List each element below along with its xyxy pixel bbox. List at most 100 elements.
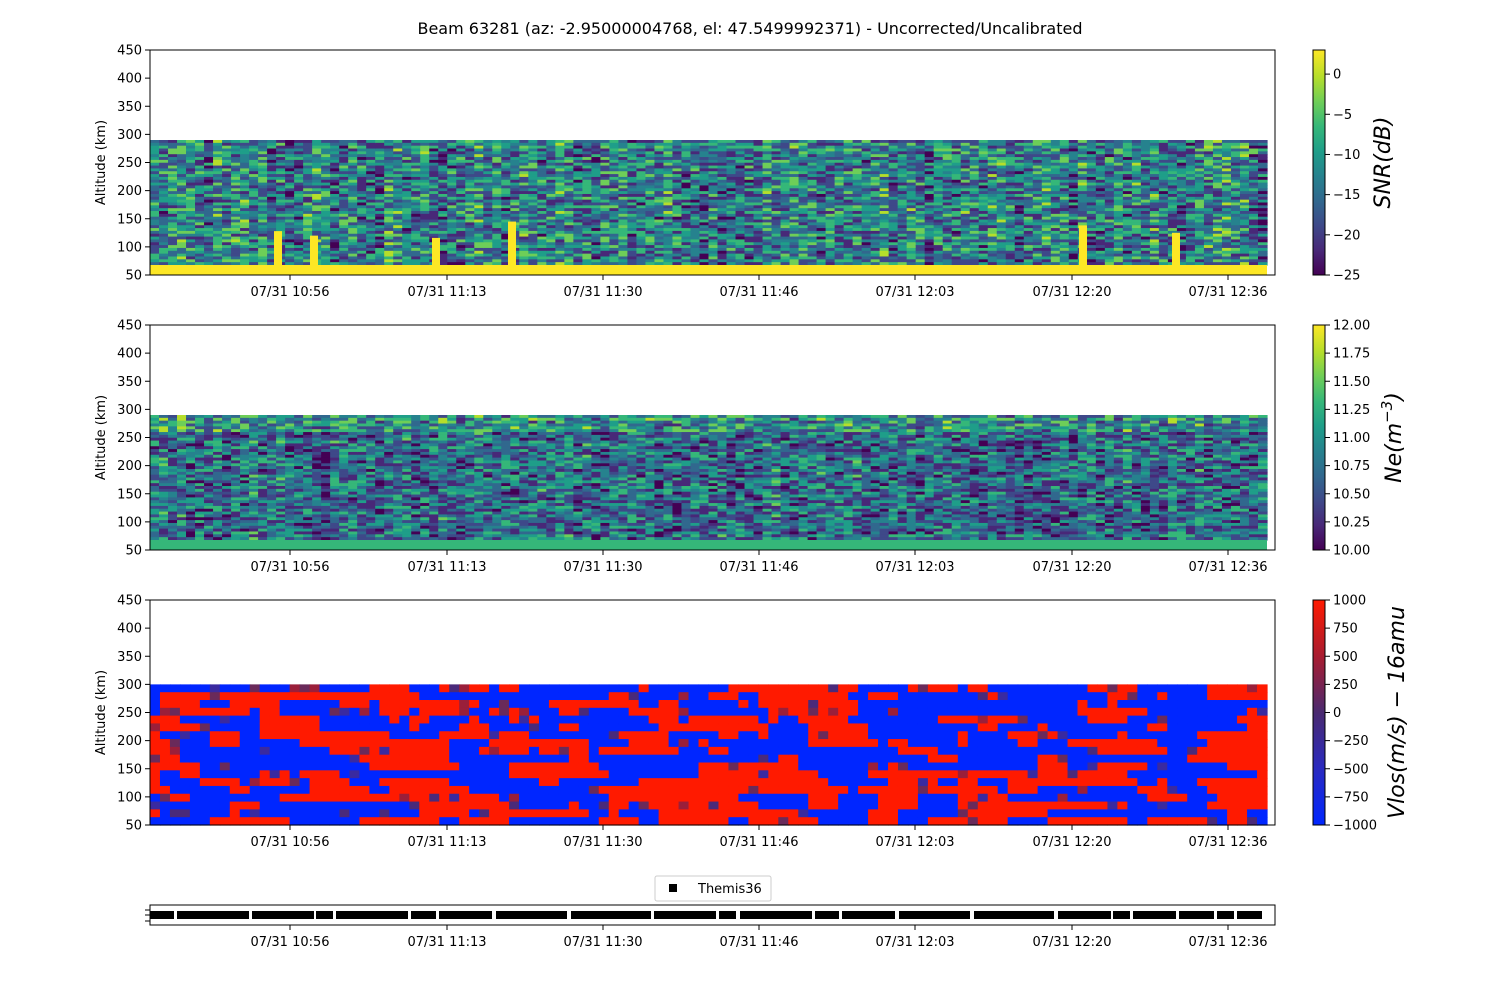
heatmap-cell (303, 253, 313, 258)
heatmap-cell (285, 236, 295, 241)
heatmap-cell (159, 151, 169, 155)
heatmap-cell (357, 185, 367, 189)
heatmap-cell (213, 193, 223, 198)
heatmap-cell (339, 202, 349, 206)
heatmap-cell (330, 193, 340, 198)
heatmap-cell (384, 176, 394, 181)
heatmap-cell (366, 168, 376, 172)
heatmap-cell (159, 259, 169, 263)
heatmap-cell (249, 159, 259, 164)
heatmap-cell (411, 154, 421, 158)
heatmap-cell (258, 196, 268, 201)
heatmap-cell (321, 225, 331, 229)
heatmap-cell (186, 196, 196, 201)
heatmap-cell (168, 179, 178, 184)
heatmap-cell (267, 225, 277, 229)
heatmap-cell (294, 148, 304, 152)
heatmap-cell (195, 176, 205, 181)
heatmap-cell (195, 193, 205, 198)
heatmap-cell (339, 196, 349, 201)
heatmap-cell (321, 148, 331, 152)
heatmap-cell (195, 208, 205, 212)
heatmap-cell (312, 233, 322, 238)
heatmap-cell (366, 188, 376, 192)
heatmap-cell (285, 222, 295, 226)
heatmap-cell (222, 259, 232, 263)
heatmap-cell (186, 168, 196, 172)
heatmap-cell (366, 250, 376, 255)
heatmap-cell (321, 196, 331, 201)
heatmap-cell (285, 225, 295, 229)
heatmap-cell (366, 256, 376, 260)
heatmap-cell (267, 145, 277, 150)
heatmap-cell (357, 182, 367, 187)
heatmap-cell (168, 242, 178, 246)
heatmap-cell (294, 216, 304, 221)
heatmap-cell (249, 151, 259, 155)
heatmap-cell (303, 208, 313, 212)
heatmap-cell (159, 256, 169, 260)
heatmap-cell (258, 205, 268, 209)
heatmap-cell (321, 154, 331, 158)
heatmap-cell (204, 245, 214, 249)
heatmap-cell (294, 159, 304, 164)
heatmap-cell (357, 213, 367, 218)
heatmap-cell (258, 193, 268, 198)
heatmap-cell (213, 159, 223, 164)
heatmap-cell (150, 242, 160, 246)
heatmap-cell (159, 253, 169, 258)
heatmap-cell (186, 140, 196, 144)
heatmap-cell (411, 188, 421, 192)
heatmap-cell (402, 182, 412, 187)
heatmap-cell (366, 191, 376, 195)
heatmap-cell (249, 245, 259, 249)
heatmap-cell (231, 182, 241, 187)
heatmap-cell (240, 185, 250, 189)
heatmap-cell (231, 228, 241, 232)
heatmap-cell (249, 262, 259, 266)
heatmap-cell (339, 205, 349, 209)
heatmap-cell (420, 142, 430, 147)
heatmap-cell (402, 179, 412, 184)
heatmap-cell (375, 250, 385, 255)
heatmap-cell (330, 202, 340, 206)
heatmap-cell (186, 250, 196, 255)
heatmap-cell (276, 151, 286, 155)
heatmap-cell (303, 219, 313, 223)
heatmap-cell (393, 145, 403, 150)
heatmap-cell (339, 239, 349, 243)
heatmap-cell (285, 176, 295, 181)
heatmap-cell (330, 262, 340, 266)
heatmap-cell (393, 202, 403, 206)
heatmap-cell (213, 148, 223, 152)
heatmap-cell (294, 171, 304, 175)
heatmap-cell (249, 202, 259, 206)
heatmap-cell (267, 219, 277, 223)
heatmap-cell (186, 193, 196, 198)
heatmap-cell (177, 188, 187, 192)
heatmap-cell (159, 188, 169, 192)
heatmap-cell (357, 253, 367, 258)
heatmap-cell (177, 222, 187, 226)
heatmap-cell (348, 230, 358, 235)
heatmap-cell (375, 154, 385, 158)
heatmap-cell (177, 250, 187, 255)
heatmap-cell (285, 259, 295, 263)
heatmap-cell (357, 179, 367, 184)
heatmap-cell (240, 191, 250, 195)
heatmap-cell (258, 236, 268, 241)
heatmap-cell (150, 259, 160, 263)
heatmap-cell (411, 171, 421, 175)
heatmap-cell (285, 191, 295, 195)
heatmap-cell (186, 151, 196, 155)
heatmap-cell (249, 253, 259, 258)
heatmap-cell (276, 228, 286, 232)
heatmap-cell (339, 193, 349, 198)
heatmap-cell (312, 165, 322, 170)
heatmap-cell (168, 233, 178, 238)
heatmap-cell (213, 239, 223, 243)
heatmap-cell (294, 228, 304, 232)
heatmap-cell (213, 140, 223, 144)
heatmap-cell (330, 145, 340, 150)
heatmap-cell (276, 140, 286, 144)
